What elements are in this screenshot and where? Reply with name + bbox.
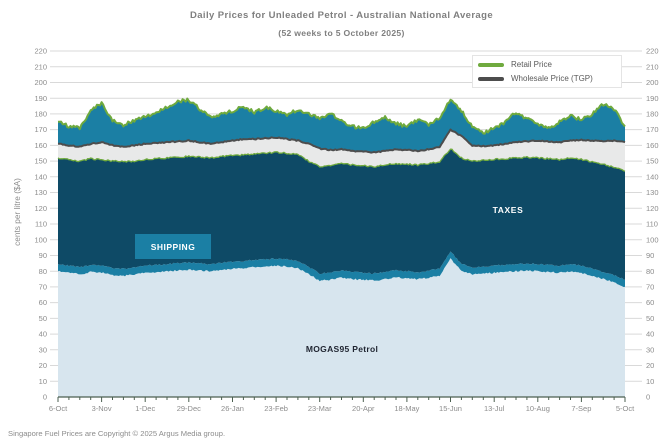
svg-text:80: 80: [39, 267, 47, 276]
svg-text:50: 50: [39, 314, 47, 323]
legend: Retail Price Wholesale Price (TGP): [472, 55, 622, 88]
svg-text:40: 40: [39, 330, 47, 339]
svg-text:140: 140: [34, 172, 47, 181]
x-axis: 6-Oct 3-Nov 1-Dec 29-Dec 26-Jan 23-Feb 23-Mar 2…: [49, 396, 635, 413]
svg-text:120: 120: [34, 204, 47, 213]
svg-text:70: 70: [39, 283, 47, 292]
svg-text:5-Oct: 5-Oct: [616, 404, 635, 413]
svg-text:29-Dec: 29-Dec: [177, 404, 201, 413]
svg-text:150: 150: [646, 157, 659, 166]
legend-label: Retail Price: [511, 60, 552, 69]
svg-text:20: 20: [646, 361, 654, 370]
svg-text:200: 200: [34, 78, 47, 87]
price-lines: [57, 97, 626, 172]
svg-text:210: 210: [646, 62, 659, 71]
mogas-area-label: MOGAS95 Petrol: [305, 344, 379, 354]
svg-text:40: 40: [646, 330, 654, 339]
band-1: [58, 251, 625, 287]
svg-text:100: 100: [646, 235, 659, 244]
copyright-footer: Singapore Fuel Prices are Copyright © 20…: [8, 429, 226, 438]
wholesale-line-swatch: [478, 76, 504, 81]
legend-item-wholesale: Wholesale Price (TGP): [478, 73, 616, 84]
svg-text:13-Jul: 13-Jul: [484, 404, 505, 413]
svg-text:130: 130: [646, 188, 659, 197]
chart-subtitle: (52 weeks to 5 October 2025): [278, 28, 405, 38]
svg-text:60: 60: [39, 298, 47, 307]
taxes-top-edge-line: [57, 148, 626, 172]
legend-label: Wholesale Price (TGP): [511, 74, 593, 83]
band-4: [58, 98, 625, 153]
svg-text:60: 60: [646, 298, 654, 307]
svg-text:220: 220: [646, 47, 659, 56]
svg-text:140: 140: [646, 172, 659, 181]
y-axis-title: cents per litre ($A): [12, 178, 22, 246]
svg-text:23-Feb: 23-Feb: [264, 404, 288, 413]
svg-text:170: 170: [646, 125, 659, 134]
wholesale-price-line: [57, 128, 626, 154]
svg-text:7-Sep: 7-Sep: [571, 404, 591, 413]
svg-text:190: 190: [34, 94, 47, 103]
svg-text:190: 190: [646, 94, 659, 103]
svg-text:170: 170: [34, 125, 47, 134]
svg-text:15-Jun: 15-Jun: [439, 404, 462, 413]
chart-title: Daily Prices for Unleaded Petrol - Austr…: [189, 10, 494, 21]
svg-text:10: 10: [39, 377, 47, 386]
svg-text:20: 20: [39, 361, 47, 370]
y-axis-labels: 0 0 10 10 20 20 30 30 40 40 50 50 60 60 70 70 80 80 90 90 10…: [34, 47, 658, 402]
svg-text:23-Mar: 23-Mar: [308, 404, 332, 413]
retail-line-swatch: [478, 62, 504, 67]
svg-text:80: 80: [646, 267, 654, 276]
band-0: [58, 258, 625, 397]
svg-text:110: 110: [646, 220, 658, 229]
svg-text:30: 30: [646, 345, 654, 354]
legend-item-retail: Retail Price: [478, 59, 616, 70]
svg-text:150: 150: [34, 157, 47, 166]
svg-text:18-May: 18-May: [394, 404, 419, 413]
svg-text:10-Aug: 10-Aug: [526, 404, 550, 413]
svg-text:180: 180: [646, 110, 659, 119]
svg-text:0: 0: [646, 393, 650, 402]
svg-text:0: 0: [43, 393, 47, 402]
band-3: [58, 129, 625, 172]
svg-text:120: 120: [646, 204, 659, 213]
svg-text:110: 110: [35, 220, 47, 229]
svg-text:1-Dec: 1-Dec: [135, 404, 155, 413]
svg-text:200: 200: [646, 78, 659, 87]
svg-text:70: 70: [646, 283, 654, 292]
svg-text:220: 220: [34, 47, 47, 56]
svg-text:3-Nov: 3-Nov: [92, 404, 112, 413]
retail-price-line: [57, 97, 626, 135]
svg-text:160: 160: [646, 141, 659, 150]
svg-text:100: 100: [34, 235, 47, 244]
svg-text:10: 10: [646, 377, 654, 386]
svg-text:90: 90: [39, 251, 47, 260]
svg-text:50: 50: [646, 314, 654, 323]
taxes-area-label: TAXES: [492, 205, 524, 215]
svg-text:180: 180: [34, 110, 47, 119]
svg-text:30: 30: [39, 345, 47, 354]
svg-text:210: 210: [34, 62, 47, 71]
svg-text:130: 130: [34, 188, 47, 197]
svg-text:90: 90: [646, 251, 654, 260]
shipping-callout-label: SHIPPING: [135, 234, 211, 259]
svg-text:26-Jan: 26-Jan: [221, 404, 244, 413]
svg-text:20-Apr: 20-Apr: [352, 404, 375, 413]
svg-text:6-Oct: 6-Oct: [49, 404, 68, 413]
svg-text:160: 160: [34, 141, 47, 150]
